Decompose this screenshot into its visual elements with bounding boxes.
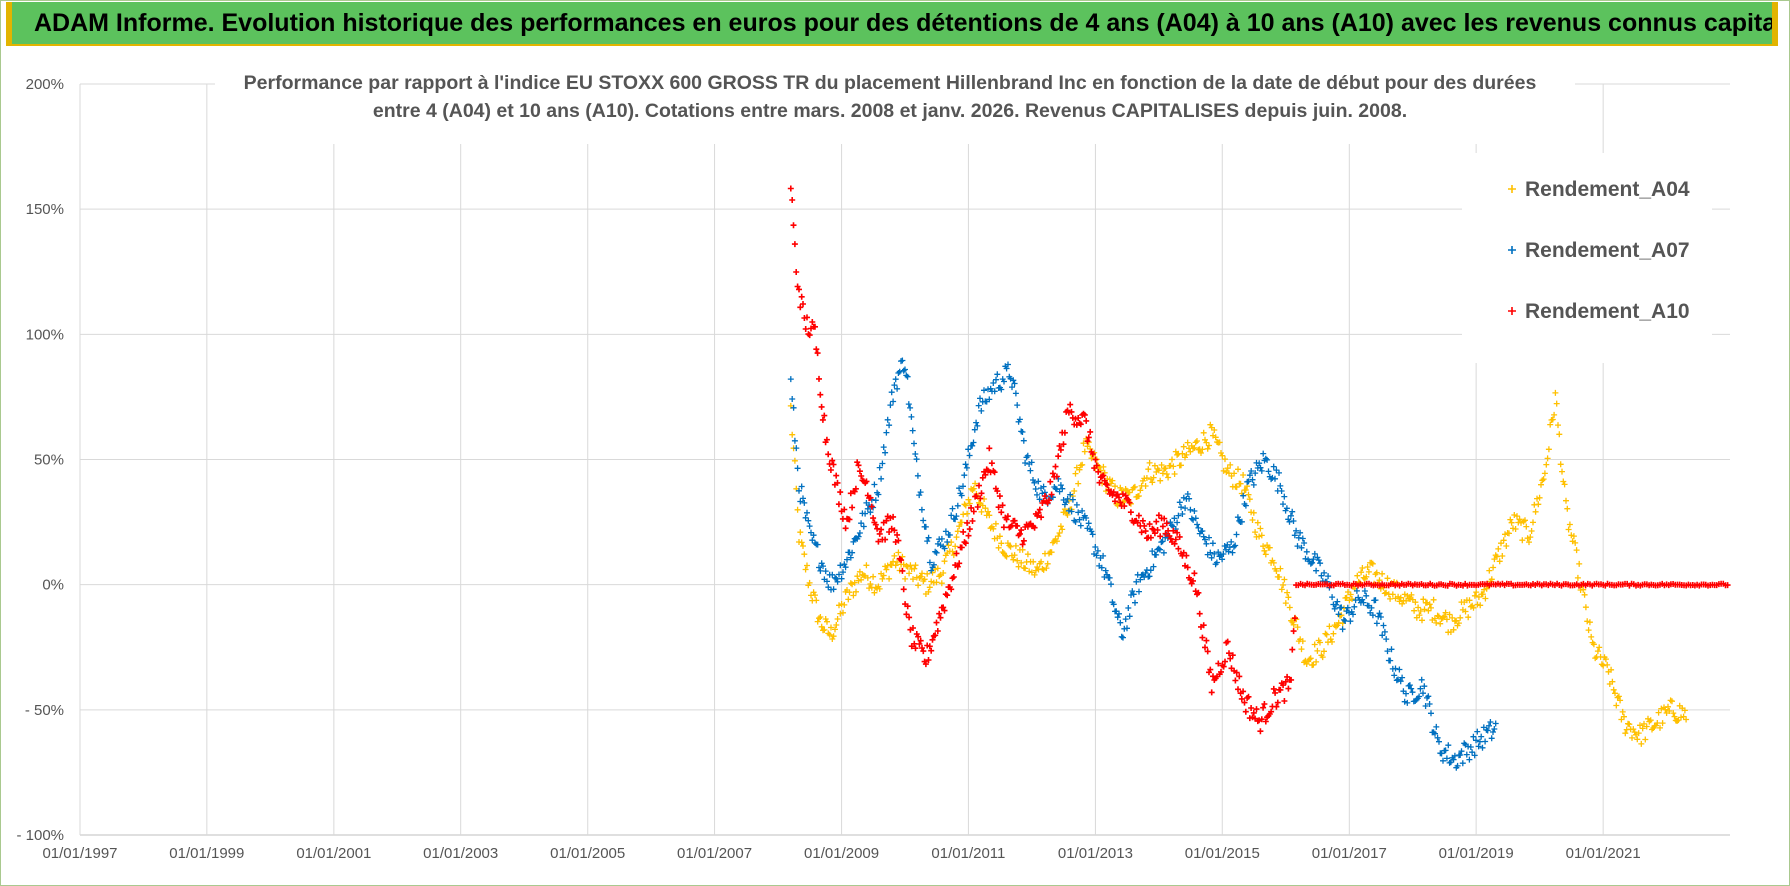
- x-tick-label: 01/01/2013: [1058, 845, 1133, 862]
- x-tick-label: 01/01/2003: [423, 845, 498, 862]
- y-axis-labels: - 100% - 50% 0% 50% 100% 150% 200%: [16, 76, 64, 844]
- x-tick-label: 01/01/2001: [296, 845, 371, 862]
- legend-marker-a04: [1508, 185, 1516, 193]
- legend-marker-a07: [1508, 246, 1516, 254]
- y-tick-label: 200%: [26, 76, 64, 93]
- y-tick-label: 0%: [42, 577, 64, 594]
- chart-title-line-1: Performance par rapport à l'indice EU ST…: [244, 72, 1537, 94]
- y-tick-label: - 100%: [16, 827, 64, 844]
- x-tick-label: 01/01/2009: [804, 845, 879, 862]
- chart-legend: Rendement_A04 Rendement_A07 Rendement_A10: [1462, 153, 1712, 363]
- x-tick-label: 01/01/1997: [42, 845, 117, 862]
- series-a07: [787, 357, 1499, 771]
- legend-label-a07: Rendement_A07: [1525, 239, 1690, 262]
- series-markers: [787, 357, 1499, 771]
- series-markers: [787, 185, 1731, 735]
- report-banner-title: ADAM Informe. Evolution historique des p…: [34, 8, 1778, 37]
- legend-label-a10: Rendement_A10: [1525, 300, 1690, 323]
- legend-background: [1462, 153, 1712, 363]
- x-tick-label: 01/01/2021: [1566, 845, 1641, 862]
- legend-marker-a10: [1508, 307, 1516, 315]
- y-tick-label: - 50%: [25, 702, 64, 719]
- report-banner: ADAM Informe. Evolution historique des p…: [6, 2, 1778, 46]
- y-tick-label: 100%: [26, 326, 64, 343]
- x-tick-label: 01/01/2005: [550, 845, 625, 862]
- y-tick-label: 150%: [26, 201, 64, 218]
- title-background: [215, 64, 1575, 144]
- performance-scatter-chart: - 100%- 50%0%50%100%150%200% 01/01/1997 0…: [16, 64, 1731, 862]
- x-tick-label: 01/01/2019: [1439, 845, 1514, 862]
- chart-series: [787, 185, 1731, 771]
- x-tick-label: 01/01/1999: [169, 845, 244, 862]
- chart-title-line-2: entre 4 (A04) et 10 ans (A10). Cotations…: [373, 100, 1407, 122]
- series-a10: [787, 185, 1731, 735]
- x-tick-label: 01/01/2017: [1312, 845, 1387, 862]
- legend-label-a04: Rendement_A04: [1525, 178, 1690, 201]
- x-tick-label: 01/01/2015: [1185, 845, 1260, 862]
- y-tick-label: 50%: [34, 452, 64, 469]
- x-tick-label: 01/01/2011: [931, 845, 1005, 862]
- x-axis-labels: 01/01/1997 01/01/1999 01/01/2001 01/01/2003…: [42, 845, 1640, 862]
- x-tick-label: 01/01/2007: [677, 845, 752, 862]
